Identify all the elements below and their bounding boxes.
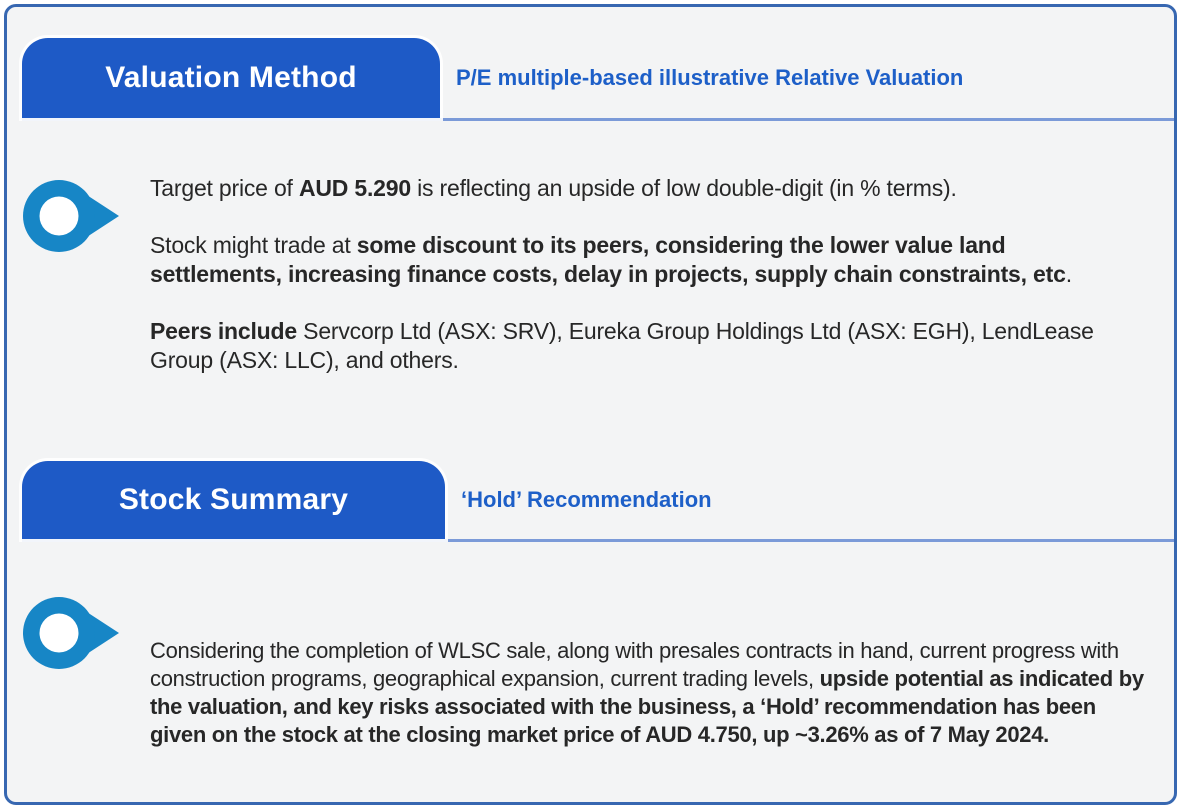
stock-summary-body: Considering the completion of WLSC sale,… — [150, 637, 1155, 749]
stock-summary-subtitle: ‘Hold’ Recommendation — [461, 487, 712, 512]
location-pointer-icon — [23, 173, 121, 259]
valuation-peers-paragraph: Peers include Servcorp Ltd (ASX: SRV), E… — [150, 318, 1094, 373]
tab-stock-summary-label: Stock Summary — [118, 483, 349, 516]
stock-summary-header-row: Stock Summary ‘Hold’ Recommendation — [22, 461, 1174, 542]
tab-valuation-method: Valuation Method — [22, 38, 440, 118]
location-pointer-icon — [23, 590, 121, 676]
valuation-target-price-paragraph: Target price of AUD 5.290 is reflecting … — [150, 175, 957, 201]
tab-stock-summary: Stock Summary — [22, 461, 445, 539]
valuation-discount-paragraph: Stock might trade at some discount to it… — [150, 232, 1072, 287]
tab-valuation-method-label: Valuation Method — [105, 61, 357, 94]
valuation-method-body: Target price of AUD 5.290 is reflecting … — [150, 174, 1140, 375]
stock-summary-recommendation-paragraph: Considering the completion of WLSC sale,… — [150, 638, 1144, 747]
report-card: Valuation Method P/E multiple-based illu… — [4, 4, 1177, 805]
valuation-method-header-row: Valuation Method P/E multiple-based illu… — [22, 38, 1174, 121]
valuation-method-subtitle: P/E multiple-based illustrative Relative… — [456, 65, 964, 90]
